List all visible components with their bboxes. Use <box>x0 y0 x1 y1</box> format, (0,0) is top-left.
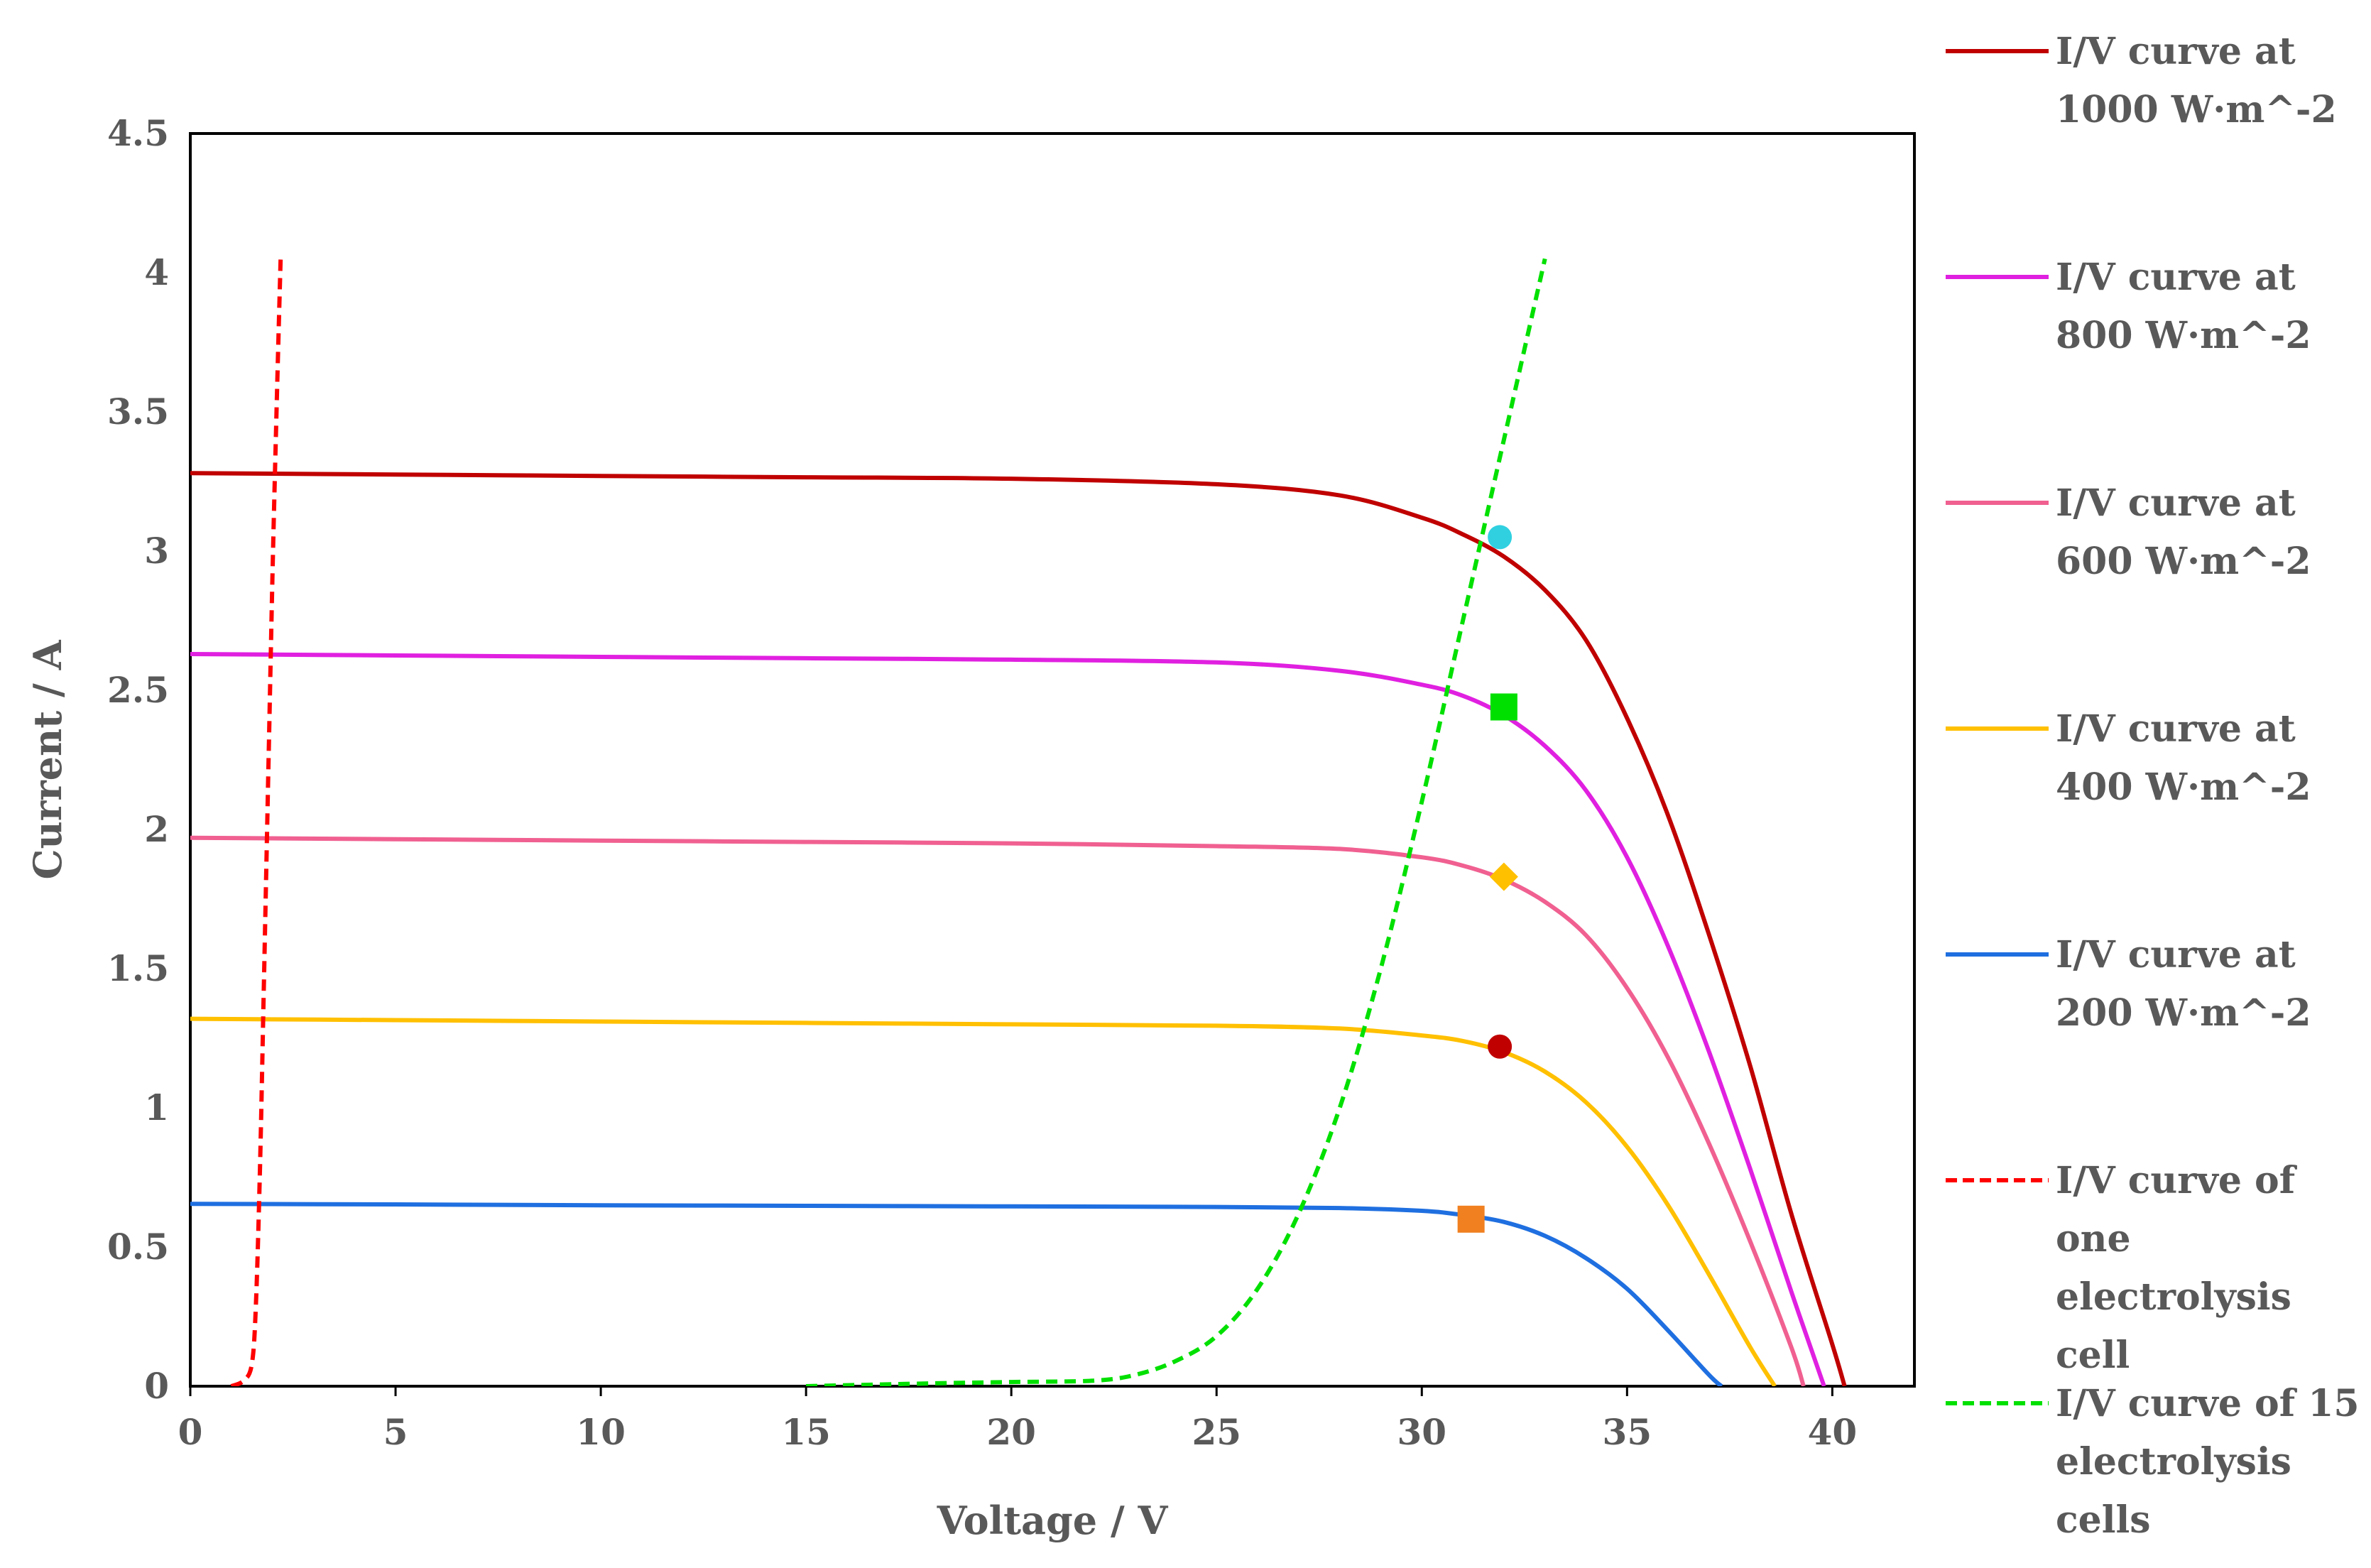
series-line-5 <box>190 1202 1723 1386</box>
legend-label: cells <box>2056 1498 2151 1542</box>
series-line-2 <box>190 652 1826 1386</box>
legend-label: electrolysis <box>2056 1440 2291 1483</box>
x-tick-label: 10 <box>576 1411 626 1453</box>
y-tick-label: 3.5 <box>107 391 169 432</box>
y-tick-label: 4 <box>144 251 169 293</box>
operating-point-marker-4 <box>1488 1034 1512 1059</box>
x-tick-label: 25 <box>1192 1411 1241 1453</box>
x-tick-label: 15 <box>781 1411 831 1453</box>
plot-area <box>189 132 1916 1388</box>
legend-label: one <box>2056 1217 2131 1261</box>
y-axis-label: Current / A <box>25 639 70 879</box>
legend-label: I/V curve at <box>2056 256 2296 299</box>
series-line-4 <box>190 1016 1777 1386</box>
y-tick-label: 2.5 <box>107 669 169 711</box>
x-axis-label: Voltage / V <box>937 1498 1169 1543</box>
x-tick-label: 5 <box>383 1411 408 1453</box>
operating-point-marker-5 <box>1457 1205 1485 1233</box>
series-line-1 <box>190 471 1847 1386</box>
y-tick-label: 1.5 <box>107 947 169 989</box>
y-tick-label: 3 <box>144 530 169 572</box>
series-line-3 <box>190 835 1806 1386</box>
legend-label: I/V curve at <box>2056 30 2296 73</box>
y-tick-label: 4.5 <box>107 112 169 154</box>
x-tick-label: 35 <box>1603 1411 1652 1453</box>
legend: I/V curve at 1000 W·m^-2 I/V curve at 800 W… <box>1946 30 2360 1542</box>
operating-point-marker-1 <box>1488 525 1512 550</box>
x-tick-label: 40 <box>1808 1411 1858 1453</box>
legend-label: I/V curve at <box>2056 481 2296 525</box>
x-tick-label: 30 <box>1397 1411 1446 1453</box>
operating-point-marker-2 <box>1490 693 1517 721</box>
legend-label: 800 W·m^-2 <box>2056 314 2311 357</box>
legend-label: I/V curve of 15 <box>2056 1382 2360 1425</box>
series-line-7 <box>806 258 1547 1386</box>
y-tick-label: 2 <box>144 808 169 850</box>
y-tick-label: 0 <box>144 1365 169 1407</box>
legend-item-6: I/V curve of one electrolysis cell <box>1946 1159 2298 1377</box>
legend-label: cell <box>2056 1334 2130 1377</box>
legend-item-4: I/V curve at 400 W·m^-2 <box>1946 707 2311 809</box>
operating-point-marker-3 <box>1489 862 1518 891</box>
legend-label: 200 W·m^-2 <box>2056 991 2311 1035</box>
legend-label: electrolysis <box>2056 1275 2291 1319</box>
x-tick-label: 20 <box>986 1411 1036 1453</box>
series-line-6 <box>230 258 283 1386</box>
legend-item-3: I/V curve at 600 W·m^-2 <box>1946 481 2311 583</box>
legend-label: 1000 W·m^-2 <box>2056 88 2337 131</box>
legend-label: 600 W·m^-2 <box>2056 540 2311 583</box>
legend-label: I/V curve at <box>2056 933 2296 976</box>
legend-label: 400 W·m^-2 <box>2056 766 2311 809</box>
x-tick-label: 0 <box>178 1411 203 1453</box>
legend-item-7: I/V curve of 15 electrolysis cells <box>1946 1382 2360 1542</box>
legend-item-5: I/V curve at 200 W·m^-2 <box>1946 933 2311 1035</box>
legend-label: I/V curve of <box>2056 1159 2298 1202</box>
legend-label: I/V curve at <box>2056 707 2296 751</box>
legend-item-2: I/V curve at 800 W·m^-2 <box>1946 256 2311 357</box>
legend-item-1: I/V curve at 1000 W·m^-2 <box>1946 30 2337 131</box>
y-tick-label: 0.5 <box>107 1226 169 1268</box>
y-tick-label: 1 <box>144 1087 169 1128</box>
